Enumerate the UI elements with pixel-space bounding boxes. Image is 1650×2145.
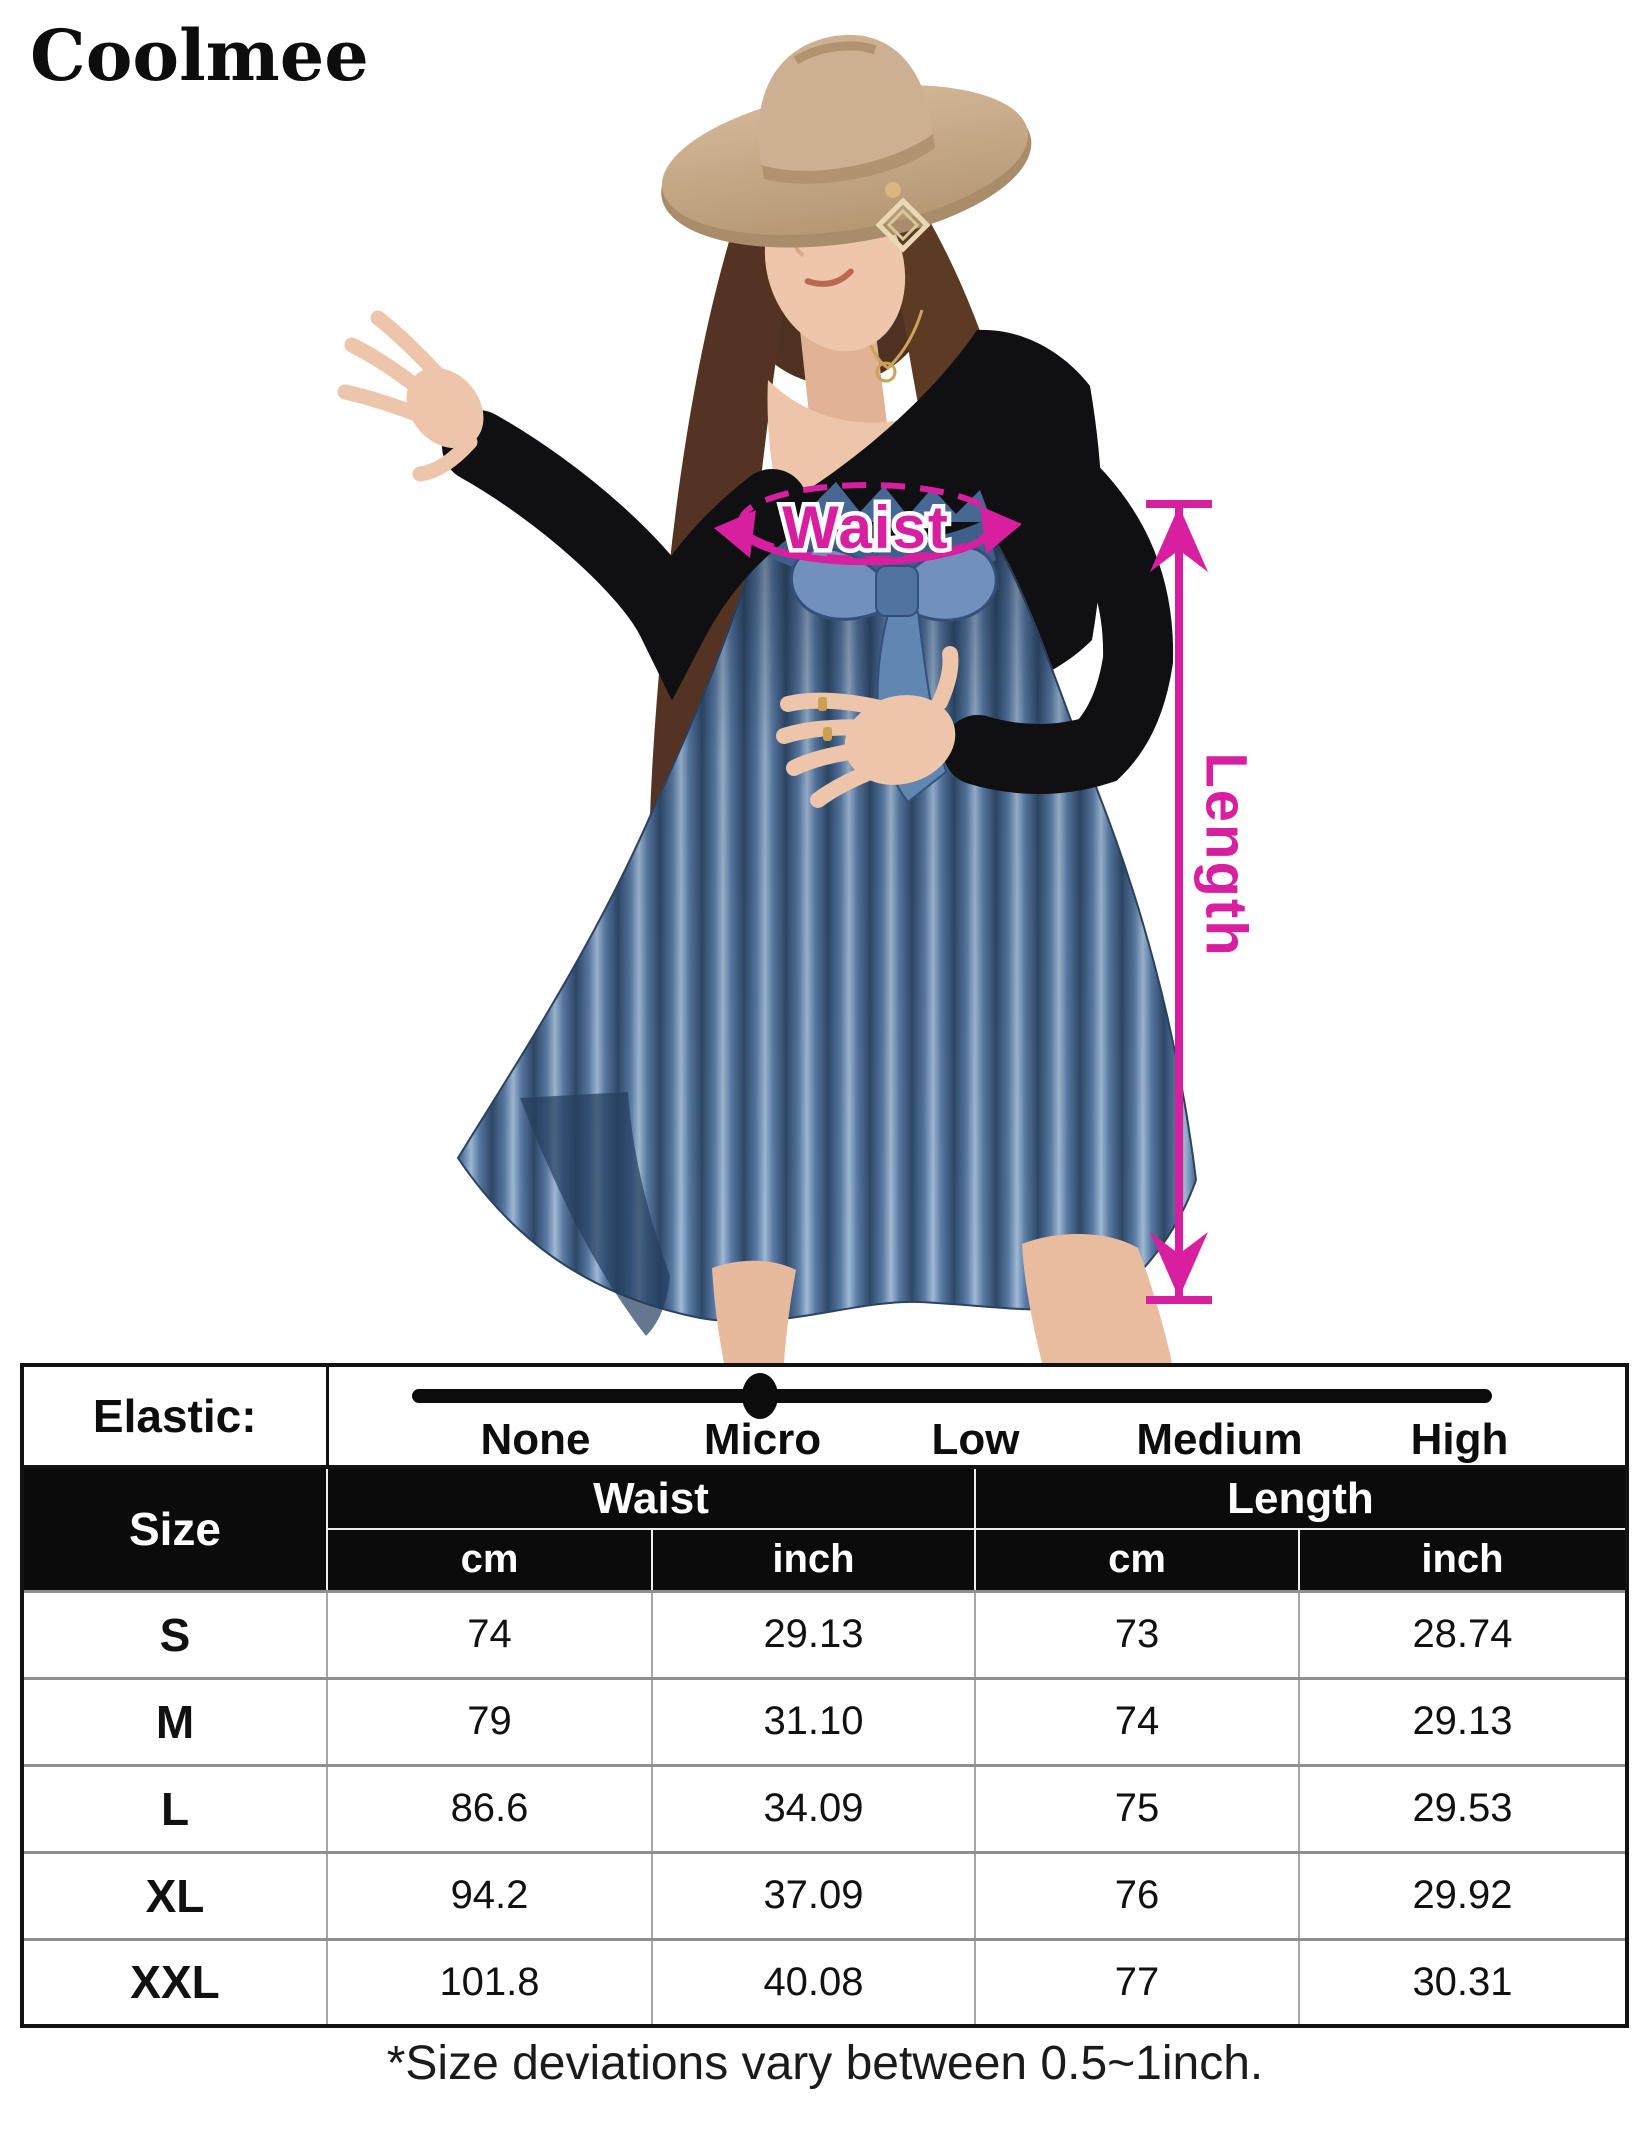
product-photo: Waist Length [337,34,1259,1363]
elastic-option-medium: Medium [1136,1415,1303,1464]
table-row-xl: XL 94.2 37.09 76 29.92 [21,1850,1628,1941]
size-cell: S [21,1589,328,1680]
model-hat [661,34,1032,248]
waist-cm-cell: 74 [326,1589,653,1680]
table-row-xxl: XXL 101.8 40.08 77 30.31 [21,1937,1628,2028]
length-inch-cell: 29.92 [1298,1850,1628,1941]
belly-hand [776,646,959,808]
length-cm-header: cm [974,1528,1300,1592]
size-column-header: Size [21,1466,328,1592]
length-inch-cell: 30.31 [1298,1937,1628,2028]
elastic-option-micro: Micro [703,1415,822,1464]
table-row-l: L 86.6 34.09 75 29.53 [21,1763,1628,1854]
waist-arrow-left-icon [714,510,756,558]
length-inch-cell: 28.74 [1298,1589,1628,1680]
size-cell: XL [21,1850,328,1941]
waist-inch-cell: 31.10 [651,1676,976,1767]
brand-logo: Coolmee [30,14,369,97]
waist-inch-header: inch [651,1528,976,1592]
waist-arrow-right-icon [980,506,1022,554]
unit-header-row: cm inch cm inch [22,1528,1628,1592]
model-legs [712,1233,1172,1363]
elastic-row: Elastic: None Micro Low Medium High [22,1365,1627,1469]
waist-inch-cell: 37.09 [651,1850,976,1941]
length-group-header: Length [974,1466,1628,1530]
waist-inch-cell: 34.09 [651,1763,976,1854]
waist-measure-label: Waist [782,494,950,561]
size-deviation-note: *Size deviations vary between 0.5~1inch. [386,2037,1264,2090]
length-cm-cell: 77 [974,1937,1300,2028]
model-right-arm [442,410,808,701]
waist-cm-cell: 86.6 [326,1763,653,1854]
waist-cm-cell: 94.2 [326,1850,653,1941]
length-cm-cell: 74 [974,1676,1300,1767]
waist-inch-cell: 40.08 [651,1937,976,2028]
waist-cm-header: cm [326,1528,653,1592]
waist-annotation: Waist [714,482,1022,566]
length-inch-cell: 29.53 [1298,1763,1628,1854]
elastic-scale: None Micro Low Medium High [327,1365,1627,1469]
length-annotation: Length [1146,500,1259,1304]
elastic-slider-bar [411,1373,1492,1419]
length-inch-cell: 29.13 [1298,1676,1628,1767]
length-inch-header: inch [1298,1528,1628,1592]
elastic-slider-handle [741,1373,778,1419]
elastic-option-low: Low [931,1415,1020,1464]
group-header-row: Size Waist Length [21,1466,1628,1592]
size-cell: XXL [21,1937,328,2028]
size-table: Elastic: None Micro Low Medium High S [20,1363,1629,2028]
length-arrow-down-icon [1150,1232,1208,1298]
model-left-arm [943,435,1174,794]
waist-cm-cell: 101.8 [326,1937,653,2028]
elastic-option-high: High [1410,1415,1509,1464]
length-measure-label: Length [1194,752,1259,957]
size-cell: L [21,1763,328,1854]
table-row-m: M 79 31.10 74 29.13 [21,1676,1628,1767]
table-row-s: S 74 29.13 73 28.74 [21,1589,1628,1680]
waist-group-header: Waist [326,1466,976,1530]
raised-hand [337,310,484,482]
length-cm-cell: 75 [974,1763,1300,1854]
length-cm-cell: 73 [974,1589,1300,1680]
length-arrow-up-icon [1150,506,1208,572]
waist-cm-cell: 79 [326,1676,653,1767]
size-cell: M [21,1676,328,1767]
elastic-slider: None Micro Low Medium High [329,1367,1626,1465]
length-cm-cell: 76 [974,1850,1300,1941]
earring [875,182,931,253]
waist-inch-cell: 29.13 [651,1589,976,1680]
elastic-option-none: None [480,1415,591,1464]
elastic-label: Elastic: [22,1365,329,1469]
